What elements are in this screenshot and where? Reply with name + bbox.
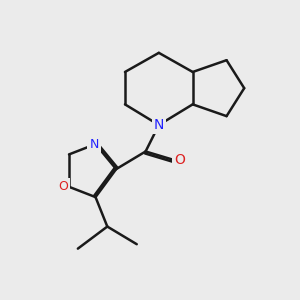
Text: N: N <box>154 118 164 132</box>
Text: O: O <box>174 153 185 167</box>
Text: N: N <box>89 138 99 151</box>
Text: O: O <box>58 180 68 193</box>
